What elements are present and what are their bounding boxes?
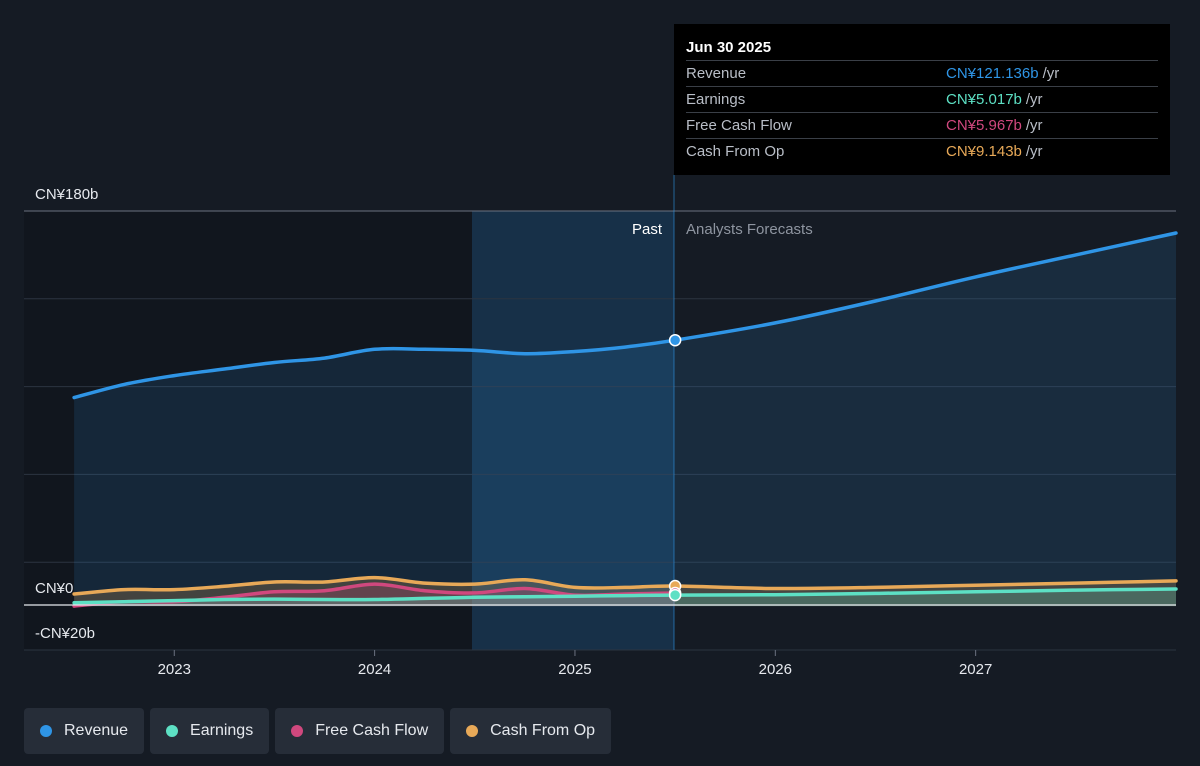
y-tick-label-max: CN¥180b bbox=[35, 186, 98, 203]
y-tick-label-min: -CN¥20b bbox=[35, 625, 95, 642]
legend-label: Cash From Op bbox=[490, 722, 596, 739]
revenue-marker bbox=[668, 333, 682, 347]
y-tick-label-zero: CN¥0 bbox=[35, 580, 73, 597]
tooltip-row-value: CN¥5.017b bbox=[946, 91, 1022, 108]
revenue-line bbox=[72, 231, 1178, 400]
series-lines bbox=[72, 231, 1178, 608]
legend-label: Revenue bbox=[64, 722, 129, 739]
tooltip-row-revenue: Revenue CN¥121.136b/yr bbox=[686, 60, 1158, 86]
tooltip-row-free-cash-flow: Free Cash Flow CN¥5.967b/yr bbox=[686, 112, 1158, 138]
tooltip-row-label: Revenue bbox=[686, 65, 747, 82]
tooltip-row-unit: /yr bbox=[1025, 117, 1043, 134]
dot-icon bbox=[40, 725, 52, 737]
tooltip-row-label: Cash From Op bbox=[686, 143, 785, 160]
forecast-zone-label: Analysts Forecasts bbox=[686, 221, 813, 238]
dot-icon bbox=[291, 725, 304, 737]
tooltip-row-label: Free Cash Flow bbox=[686, 117, 792, 134]
highlight-band bbox=[472, 211, 674, 650]
x-tick-label: 2026 bbox=[759, 661, 792, 678]
tooltip-row-unit: /yr bbox=[1042, 65, 1060, 82]
tooltip-row-value: CN¥121.136b bbox=[946, 65, 1039, 82]
tooltip-row-label: Earnings bbox=[686, 91, 746, 108]
x-tick-label: 2024 bbox=[358, 661, 391, 678]
past-zone-label: Past bbox=[632, 221, 663, 238]
tooltip-row-unit: /yr bbox=[1025, 91, 1043, 108]
grid-lines bbox=[24, 210, 1176, 651]
tooltip-rows: Revenue CN¥121.136b/yr Earnings CN¥5.017b/y… bbox=[686, 60, 1158, 164]
chart-legend: Revenue Earnings Free Cash Flow Cash From O… bbox=[24, 708, 612, 754]
data-tooltip: Jun 30 2025 Revenue CN¥121.136b/yr Earning… bbox=[674, 24, 1170, 175]
revenue-area bbox=[74, 233, 1177, 607]
series-markers bbox=[668, 333, 682, 602]
legend-item-free-cash-flow[interactable]: Free Cash Flow bbox=[275, 708, 445, 754]
x-tick-label: 2025 bbox=[558, 661, 591, 678]
tooltip-row-cash-from-op: Cash From Op CN¥9.143b/yr bbox=[686, 138, 1158, 164]
tooltip-row-earnings: Earnings CN¥5.017b/yr bbox=[686, 86, 1158, 112]
tooltip-row-unit: /yr bbox=[1025, 143, 1043, 160]
cash-from-op-line bbox=[72, 575, 1178, 596]
legend-label: Earnings bbox=[190, 722, 254, 739]
x-axis: 2023 2024 2025 2026 2027 bbox=[158, 650, 992, 678]
tooltip-row-value: CN¥5.967b bbox=[946, 117, 1022, 134]
dot-icon bbox=[166, 725, 179, 737]
legend-item-earnings[interactable]: Earnings bbox=[150, 708, 270, 754]
x-tick-label: 2023 bbox=[158, 661, 191, 678]
dot-icon bbox=[466, 725, 479, 737]
legend-item-cash-from-op[interactable]: Cash From Op bbox=[450, 708, 612, 754]
earnings-line bbox=[72, 587, 1178, 605]
legend-item-revenue[interactable]: Revenue bbox=[24, 708, 145, 754]
earnings-marker bbox=[668, 588, 682, 602]
x-tick-label: 2027 bbox=[959, 661, 992, 678]
legend-label: Free Cash Flow bbox=[315, 722, 429, 739]
tooltip-date: Jun 30 2025 bbox=[686, 39, 772, 56]
tooltip-row-value: CN¥9.143b bbox=[946, 143, 1022, 160]
